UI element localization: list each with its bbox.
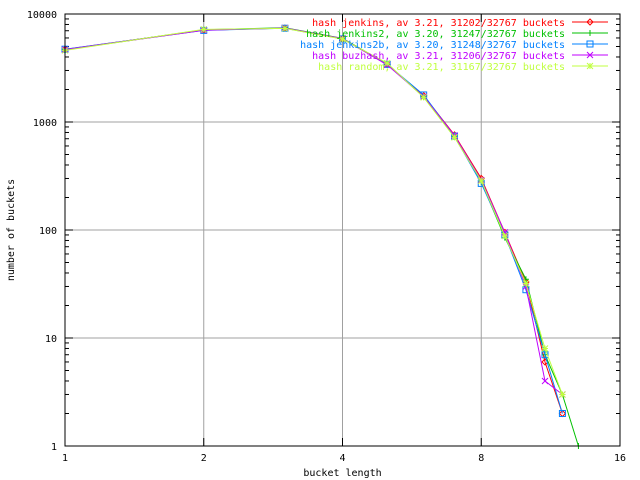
series-1 xyxy=(61,24,567,418)
legend-label: hash jenkins2, av 3.20, 31247/32767 buck… xyxy=(306,29,565,40)
data-point xyxy=(451,134,458,141)
legend-label: hash random, av 3.21, 31167/32767 bucket… xyxy=(318,62,565,73)
x-axis-label: bucket length xyxy=(303,468,381,479)
data-point xyxy=(281,25,289,32)
data-point xyxy=(383,59,391,67)
data-point xyxy=(477,177,485,185)
series-line xyxy=(64,27,563,395)
data-point xyxy=(420,94,428,101)
x-tick-label: 8 xyxy=(478,453,484,464)
data-point xyxy=(541,351,549,359)
series-line xyxy=(64,27,563,395)
legend-marker xyxy=(587,30,593,36)
y-tick-label: 100 xyxy=(39,226,57,237)
data-point xyxy=(559,391,566,398)
legend-label: hash buzhash, av 3.21, 31206/32767 bucke… xyxy=(312,51,565,62)
plot-frame xyxy=(64,13,621,447)
data-point xyxy=(522,280,530,287)
legend-marker xyxy=(586,62,594,70)
x-tick-label: 2 xyxy=(201,453,207,464)
y-tick-label: 10 xyxy=(45,334,57,345)
series-line xyxy=(64,27,563,414)
y-tick-label: 10000 xyxy=(27,10,57,21)
y-tick-label: 1 xyxy=(51,442,57,453)
data-point xyxy=(541,377,549,385)
y-tick-label: 1000 xyxy=(33,118,57,129)
legend-label: hash jenkins, av 3.21, 31202/32767 bucke… xyxy=(312,18,565,29)
x-tick-label: 4 xyxy=(339,453,345,464)
series-line xyxy=(64,27,563,414)
data-point xyxy=(501,232,509,240)
series-lines xyxy=(61,24,582,449)
x-tick-label: 16 xyxy=(614,453,626,464)
grid xyxy=(64,13,621,447)
legend: hash jenkins, av 3.21, 31202/32767 bucke… xyxy=(300,18,608,73)
data-point xyxy=(339,35,346,43)
legend-marker xyxy=(586,51,594,59)
y-axis-label: number of buckets xyxy=(6,179,17,281)
tick-labels: 1 2 4 8 16 1 10 100 1000 10000 xyxy=(27,10,626,464)
series-3 xyxy=(61,24,566,417)
data-point xyxy=(200,26,208,33)
series-5 xyxy=(61,25,566,398)
legend-label: hash jenkins2b, av 3.20, 31248/32767 buc… xyxy=(300,40,565,51)
legend-marker xyxy=(586,40,594,48)
legend-marker xyxy=(586,18,594,26)
data-point xyxy=(522,283,530,290)
x-tick-label: 1 xyxy=(62,453,68,464)
data-point xyxy=(558,409,566,417)
data-point xyxy=(541,345,549,352)
series-4 xyxy=(61,24,566,398)
